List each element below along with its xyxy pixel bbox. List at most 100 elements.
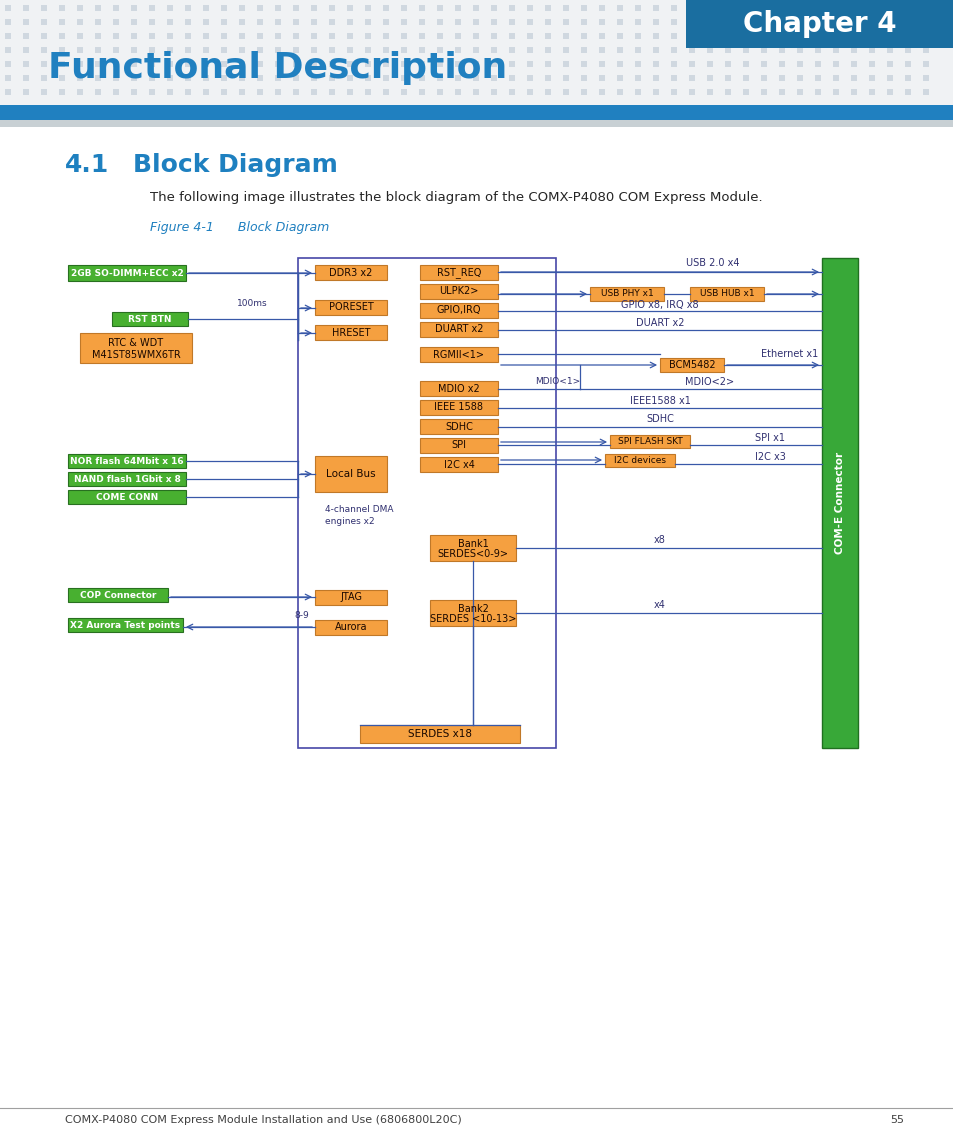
- Text: SDHC: SDHC: [645, 414, 673, 424]
- Bar: [149, 19, 154, 25]
- Text: 4.1: 4.1: [65, 153, 110, 177]
- Text: DUART x2: DUART x2: [635, 318, 683, 327]
- Bar: [382, 5, 389, 11]
- Text: JTAG: JTAG: [339, 592, 361, 602]
- Bar: [509, 76, 515, 81]
- Bar: [509, 89, 515, 95]
- Text: SPI: SPI: [451, 441, 466, 450]
- Bar: [239, 76, 245, 81]
- Bar: [41, 47, 47, 53]
- Bar: [5, 76, 11, 81]
- Bar: [112, 311, 188, 326]
- Bar: [886, 89, 892, 95]
- Bar: [167, 61, 172, 68]
- Text: COME CONN: COME CONN: [95, 492, 158, 502]
- Bar: [112, 76, 119, 81]
- Bar: [221, 76, 227, 81]
- Bar: [796, 47, 802, 53]
- Bar: [904, 76, 910, 81]
- Bar: [167, 47, 172, 53]
- Bar: [167, 19, 172, 25]
- Bar: [580, 76, 586, 81]
- Bar: [562, 5, 568, 11]
- Bar: [526, 61, 533, 68]
- Text: M41ST85WMX6TR: M41ST85WMX6TR: [91, 349, 180, 360]
- Bar: [509, 47, 515, 53]
- Text: Aurora: Aurora: [335, 623, 367, 632]
- Bar: [580, 61, 586, 68]
- Bar: [68, 455, 186, 468]
- Bar: [329, 5, 335, 11]
- Bar: [706, 61, 712, 68]
- Bar: [185, 47, 191, 53]
- Bar: [491, 89, 497, 95]
- Bar: [706, 76, 712, 81]
- Bar: [419, 439, 497, 453]
- Text: GPIO x8, IRQ x8: GPIO x8, IRQ x8: [620, 300, 699, 310]
- Bar: [347, 76, 353, 81]
- Bar: [562, 89, 568, 95]
- Text: Bank2: Bank2: [457, 605, 488, 614]
- Bar: [149, 5, 154, 11]
- Bar: [5, 89, 11, 95]
- Bar: [239, 47, 245, 53]
- Bar: [274, 47, 281, 53]
- Bar: [131, 89, 137, 95]
- Bar: [491, 47, 497, 53]
- Bar: [436, 89, 442, 95]
- Text: HRESET: HRESET: [332, 327, 370, 338]
- Bar: [473, 61, 478, 68]
- Bar: [706, 89, 712, 95]
- Bar: [455, 89, 460, 95]
- Bar: [77, 19, 83, 25]
- Bar: [41, 33, 47, 39]
- Bar: [652, 76, 659, 81]
- Bar: [41, 89, 47, 95]
- Bar: [418, 76, 424, 81]
- Bar: [617, 33, 622, 39]
- Bar: [491, 5, 497, 11]
- Bar: [436, 19, 442, 25]
- Bar: [256, 89, 263, 95]
- Bar: [635, 33, 640, 39]
- Bar: [850, 61, 856, 68]
- Text: NAND flash 1Gbit x 8: NAND flash 1Gbit x 8: [73, 474, 180, 483]
- Bar: [886, 61, 892, 68]
- Bar: [832, 89, 838, 95]
- Bar: [544, 33, 551, 39]
- Bar: [868, 61, 874, 68]
- Bar: [23, 33, 29, 39]
- Bar: [635, 47, 640, 53]
- Text: DUART x2: DUART x2: [435, 324, 483, 334]
- Bar: [491, 76, 497, 81]
- Bar: [604, 455, 675, 467]
- Bar: [580, 33, 586, 39]
- Bar: [418, 89, 424, 95]
- Bar: [796, 61, 802, 68]
- Bar: [742, 76, 748, 81]
- Bar: [418, 47, 424, 53]
- Bar: [923, 76, 928, 81]
- Bar: [41, 61, 47, 68]
- Bar: [23, 76, 29, 81]
- Bar: [77, 61, 83, 68]
- Bar: [419, 419, 497, 434]
- Bar: [293, 61, 298, 68]
- Bar: [779, 47, 784, 53]
- Bar: [419, 303, 497, 318]
- Bar: [347, 89, 353, 95]
- Bar: [167, 89, 172, 95]
- Bar: [659, 358, 723, 372]
- Bar: [274, 5, 281, 11]
- Bar: [821, 258, 857, 748]
- Bar: [760, 47, 766, 53]
- Bar: [95, 61, 101, 68]
- Bar: [400, 33, 407, 39]
- Text: IEEE 1588: IEEE 1588: [434, 403, 483, 412]
- Bar: [760, 76, 766, 81]
- Text: COMX-P4080 COM Express Module Installation and Use (6806800L20C): COMX-P4080 COM Express Module Installati…: [65, 1115, 461, 1126]
- Bar: [760, 61, 766, 68]
- Bar: [509, 5, 515, 11]
- Text: Bank1: Bank1: [457, 539, 488, 550]
- Bar: [95, 47, 101, 53]
